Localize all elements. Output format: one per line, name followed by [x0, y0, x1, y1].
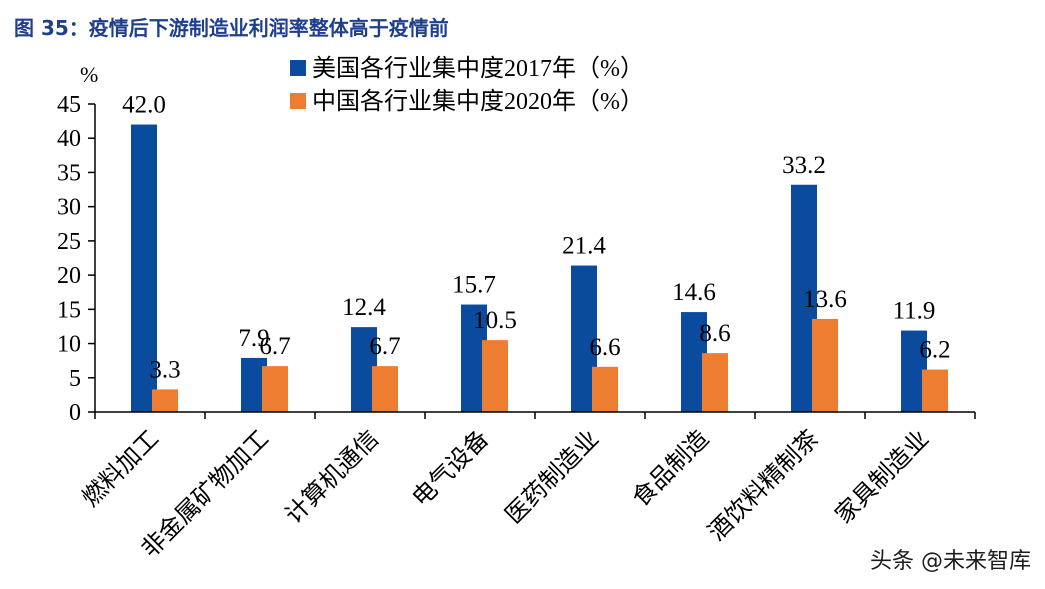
legend: 美国各行业集中度2017年（%） 中国各行业集中度2020年（%）	[290, 55, 644, 115]
y-tick-label: 0	[69, 400, 81, 426]
x-tick-label: 燃料加工	[77, 424, 165, 512]
data-label: 33.2	[782, 152, 826, 179]
bar-series-2	[592, 366, 618, 412]
bar-series-2	[482, 340, 508, 412]
y-tick-label: 40	[57, 126, 81, 152]
data-label: 8.6	[699, 320, 730, 347]
data-label: 6.2	[919, 337, 950, 364]
bar-series-2	[152, 389, 178, 412]
legend-label: 中国各行业集中度2020年（%）	[312, 88, 644, 115]
x-tick-label: 计算机通信	[280, 424, 385, 529]
y-tick-label: 20	[57, 263, 81, 289]
x-tick-label: 医药制造业	[500, 424, 605, 529]
bar-series-2	[922, 369, 948, 412]
data-label: 7.9	[238, 325, 269, 352]
data-label: 3.3	[149, 356, 180, 383]
bar-series-1	[131, 124, 157, 413]
figure-title: 图 35：疫情后下游制造业利润率整体高于疫情前	[14, 16, 449, 40]
watermark-text: 头条 @未来智库	[870, 549, 1031, 574]
y-tick-label: 35	[57, 160, 81, 186]
bars	[131, 124, 948, 413]
y-unit-label: %	[80, 62, 98, 87]
y-axis: 0 5 10 15 20 25 30 35 40 45	[57, 92, 96, 426]
bar-series-2	[702, 353, 728, 412]
bar-series-2	[262, 366, 288, 412]
data-label: 6.7	[259, 333, 290, 360]
y-tick-label: 45	[57, 92, 81, 118]
data-label: 6.7	[369, 333, 400, 360]
x-tick-label: 电气设备	[407, 424, 495, 512]
x-tick-label: 酒饮料精制茶	[703, 424, 825, 546]
data-label: 21.4	[562, 233, 606, 260]
data-label: 15.7	[452, 272, 496, 299]
bar-series-2	[812, 318, 838, 412]
y-tick-label: 5	[69, 366, 81, 392]
legend-swatch	[290, 93, 306, 109]
y-tick-label: 25	[57, 229, 81, 255]
x-tick-label: 食品制造	[627, 424, 715, 512]
data-label: 12.4	[342, 294, 386, 321]
y-tick-label: 30	[57, 195, 81, 221]
data-label: 10.5	[473, 307, 517, 334]
y-tick-label: 15	[57, 297, 81, 323]
legend-swatch	[290, 60, 306, 76]
data-label: 14.6	[672, 279, 716, 306]
legend-label: 美国各行业集中度2017年（%）	[312, 55, 644, 82]
data-labels: 42.0 7.9 12.4 15.7 21.4 14.6 33.2 11.9 3.3 6.7 6.7…	[122, 92, 951, 384]
y-tick-label: 10	[57, 332, 81, 358]
data-label: 42.0	[122, 92, 166, 119]
data-label: 11.9	[893, 298, 936, 325]
data-label: 13.6	[803, 286, 847, 313]
bar-series-2	[372, 366, 398, 412]
x-tick-label: 家具制造业	[830, 424, 935, 529]
data-label: 6.6	[589, 334, 620, 361]
